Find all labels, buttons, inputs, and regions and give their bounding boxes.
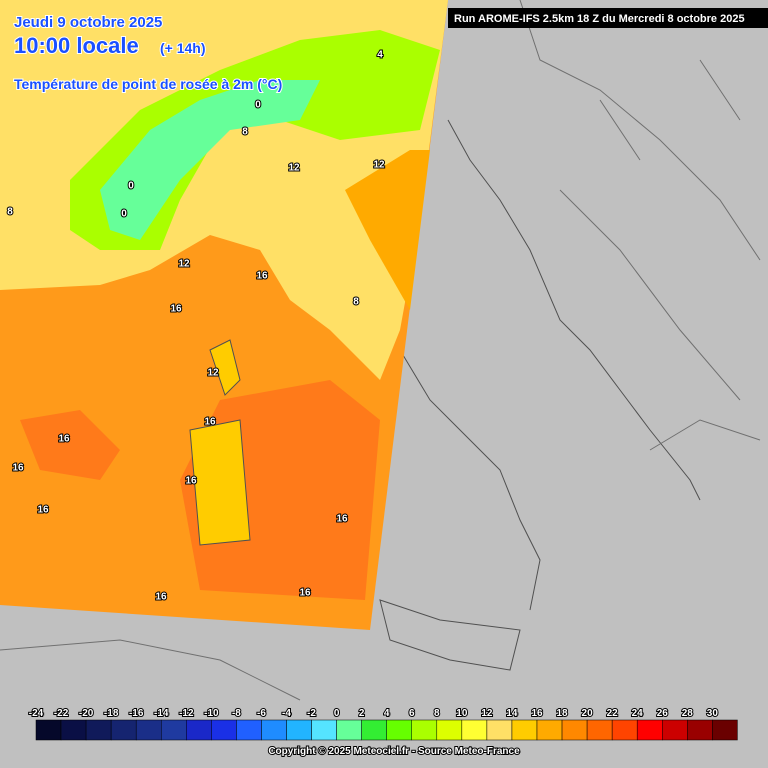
legend-label: 14 [506, 708, 518, 719]
legend-label: 12 [481, 708, 493, 719]
legend-label: 20 [582, 708, 594, 719]
contour-label: 12 [373, 160, 385, 171]
legend-swatch [236, 719, 262, 741]
legend-label: 6 [409, 708, 415, 719]
contour-label: 8 [353, 297, 359, 308]
contour-labels: 4 0 8 12 12 0 0 8 12 16 8 16 12 16 16 16… [6, 49, 386, 604]
islands [189, 339, 251, 546]
legend-label: 28 [682, 708, 694, 719]
legend-swatch [586, 719, 613, 741]
legend-label: 8 [434, 708, 440, 719]
color-legend: -24 -22 -20 -18 -16 -14 -12 -10 -8 -6 -4 -2 0 2 4 6 8 10 1… [28, 707, 738, 741]
legend-label: 10 [456, 708, 468, 719]
legend-swatch [161, 719, 187, 741]
legend-swatch [60, 719, 87, 741]
run-info: Run AROME-IFS 2.5km 18 Z du Mercredi 8 o… [454, 13, 745, 25]
contour-label: 12 [288, 163, 300, 174]
legend-swatch [561, 719, 588, 741]
legend-label: -12 [179, 708, 194, 719]
legend-swatch [486, 719, 513, 741]
legend-swatch [461, 719, 488, 741]
legend-label: 18 [556, 708, 568, 719]
borders [0, 0, 761, 701]
contour-label: 4 [377, 50, 383, 61]
legend-label: -16 [129, 708, 144, 719]
legend-label: -14 [154, 708, 169, 719]
copyright: Copyright © 2025 Meteociel.fr - Source M… [268, 746, 520, 757]
contour-label: 16 [58, 434, 70, 445]
legend-swatch [636, 719, 663, 741]
legend-swatch [536, 719, 563, 741]
legend-label: 22 [607, 708, 619, 719]
legend-swatch [135, 719, 162, 741]
legend-label: 2 [359, 708, 365, 719]
legend-swatch [35, 719, 62, 741]
legend-swatch [436, 719, 463, 741]
legend-swatch [286, 719, 312, 741]
legend-label: 4 [384, 708, 390, 719]
legend-swatch [511, 719, 538, 741]
legend-swatch [261, 719, 287, 741]
contour-label: 0 [121, 209, 127, 220]
legend-swatch [611, 719, 638, 741]
legend-label: 16 [531, 708, 543, 719]
legend-label: -2 [307, 708, 316, 719]
contour-label: 16 [37, 505, 49, 516]
legend-label: -22 [54, 708, 69, 719]
legend-swatch [311, 719, 337, 741]
contour-label: 12 [207, 368, 219, 379]
legend-label: 26 [657, 708, 669, 719]
legend-label: -8 [232, 708, 241, 719]
legend-swatch [411, 719, 438, 741]
contour-label: 16 [170, 304, 182, 315]
legend-swatch [110, 719, 137, 741]
date: Jeudi 9 octobre 2025 [14, 14, 162, 31]
contour-label: 16 [155, 592, 167, 603]
contour-label: 12 [178, 259, 190, 270]
time: 10:00 locale [14, 33, 139, 58]
legend-label: -18 [104, 708, 119, 719]
legend-swatch [712, 719, 738, 741]
legend-label: -6 [257, 708, 266, 719]
variable: Température de point de rosée à 2m (°C) [14, 76, 282, 92]
legend-swatch [386, 719, 413, 741]
legend-swatch [85, 719, 112, 741]
legend-swatch [361, 719, 387, 741]
legend-label: 0 [334, 708, 340, 719]
legend-label: 30 [707, 708, 719, 719]
legend-swatch [186, 719, 212, 741]
contour-label: 16 [185, 476, 197, 487]
contour-label: 16 [299, 588, 311, 599]
cold-zone [100, 80, 320, 240]
contour-label: 0 [255, 100, 261, 111]
legend-label: -24 [29, 708, 44, 719]
contour-label: 16 [204, 417, 216, 428]
legend-swatch [687, 719, 713, 741]
legend-swatch [211, 719, 237, 741]
legend-label: 24 [632, 708, 644, 719]
legend-swatch [336, 719, 362, 741]
legend-label: -10 [204, 708, 219, 719]
lead: (+ 14h) [160, 40, 206, 56]
contour-label: 16 [256, 271, 268, 282]
contour-label: 16 [12, 463, 24, 474]
contour-label: 8 [7, 207, 13, 218]
contour-label: 0 [128, 181, 134, 192]
legend-swatch [662, 719, 688, 741]
legend-label: -4 [282, 708, 291, 719]
run-bar [448, 8, 768, 28]
legend-label: -20 [79, 708, 94, 719]
contour-label: 8 [242, 127, 248, 138]
contour-label: 16 [336, 514, 348, 525]
sea-zone [345, 150, 430, 310]
